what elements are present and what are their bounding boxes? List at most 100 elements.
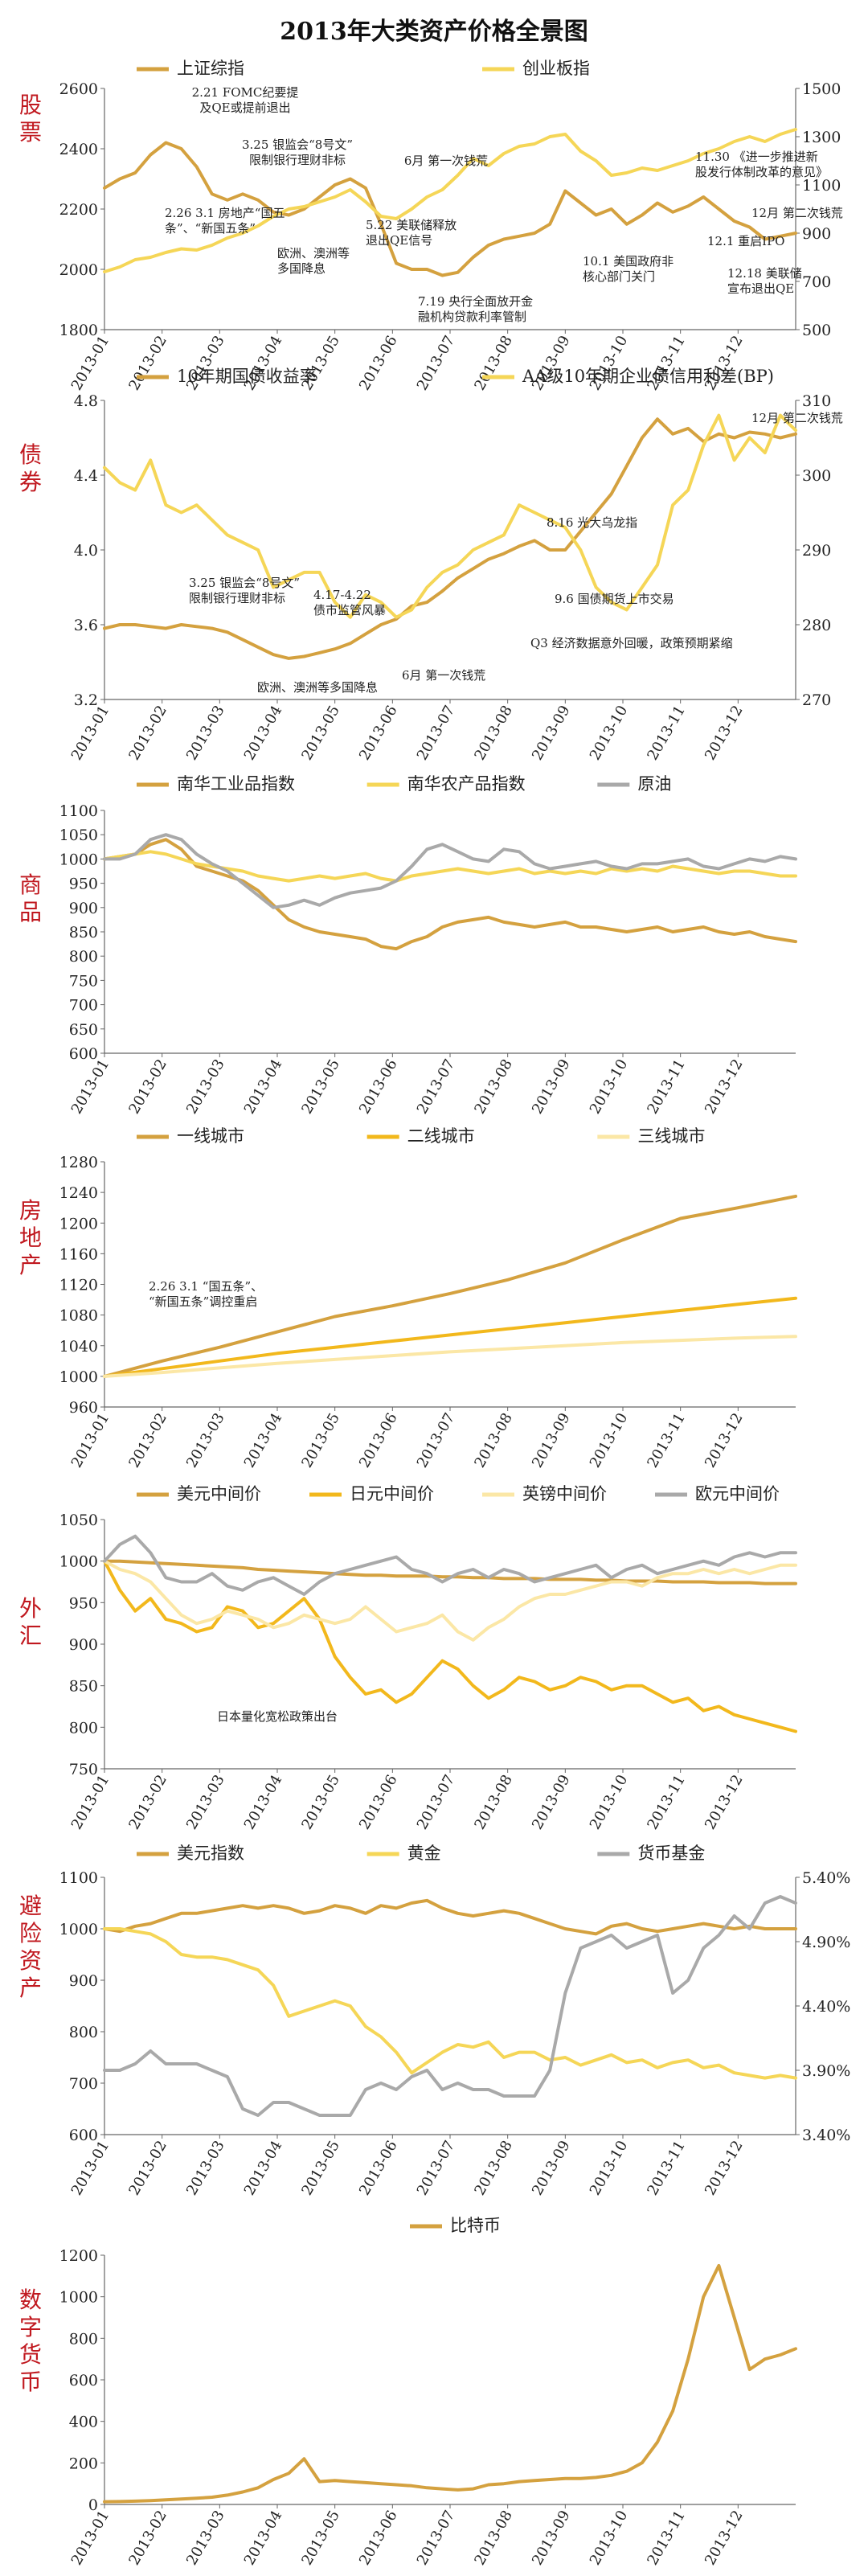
section-label-char: 资 xyxy=(19,1947,42,1974)
section-label-char: 券 xyxy=(19,469,42,495)
chart-3: 商品 南华工业品指数 南华农产品指数 原油 600 650 700 750 800 850 900 9… xyxy=(19,774,797,1117)
x-tick-label: 2013-10 xyxy=(587,2138,632,2198)
annotation-text: 日本量化宽松政策出台 xyxy=(217,1709,338,1724)
legend-label: 创业板指 xyxy=(522,59,590,78)
section-label-char: 商 xyxy=(19,872,42,898)
x-tick-label: 2013-08 xyxy=(471,1056,516,1117)
x-tick-label: 2013-04 xyxy=(241,1056,286,1117)
annotation-text: Q3 经济数据意外回暖，政策预期紧缩 xyxy=(530,636,733,650)
x-tick-label: 2013-11 xyxy=(644,1410,689,1471)
series-line xyxy=(103,1898,797,1936)
x-tick-label: 2013-02 xyxy=(125,1056,170,1117)
annotation-text: 11.30 《进一步推进新股发行体制改革的意见》 xyxy=(695,150,828,179)
y-tick-label: 0 xyxy=(88,2496,98,2514)
x-tick-label: 2013-03 xyxy=(183,1056,228,1117)
x-tick-label: 2013-03 xyxy=(183,703,228,763)
legend-label: 黄金 xyxy=(407,1844,441,1863)
y-tick-label: 800 xyxy=(69,2024,98,2041)
legend-label: 二线城市 xyxy=(407,1126,475,1146)
x-tick-label: 2013-09 xyxy=(529,2138,574,2198)
x-tick-label: 2013-05 xyxy=(298,1410,343,1471)
x-tick-label: 2013-12 xyxy=(702,703,747,763)
y2-tick-label: 310 xyxy=(802,392,831,410)
chart-5: 外汇 美元中间价 日元中间价 英镑中间价 欧元中间价 750 800 850 900 950 100… xyxy=(19,1484,797,1832)
legend-label: 三线城市 xyxy=(637,1126,705,1146)
x-tick-label: 2013-04 xyxy=(241,703,286,763)
y2-tick-label: 4.40% xyxy=(802,1998,850,2016)
legend-label: 货币基金 xyxy=(637,1844,705,1863)
x-tick-label: 2013-07 xyxy=(414,1410,459,1471)
x-tick-label: 2013-06 xyxy=(356,2508,401,2568)
x-tick-label: 2013-02 xyxy=(125,2508,170,2568)
x-tick-label: 2013-05 xyxy=(298,1056,343,1117)
x-tick-label: 2013-04 xyxy=(241,1772,286,1832)
series-line xyxy=(103,1534,797,1596)
y-tick-label: 1800 xyxy=(59,322,98,339)
y-tick-label: 1100 xyxy=(59,1869,98,1887)
x-tick-label: 2013-07 xyxy=(414,333,459,393)
x-tick-label: 2013-11 xyxy=(644,2508,689,2568)
y-tick-label: 3.6 xyxy=(74,617,98,634)
y2-tick-label: 1300 xyxy=(802,129,841,146)
annotation-text: 12月 第二次钱荒 xyxy=(751,411,843,425)
y-tick-label: 1100 xyxy=(59,802,98,820)
y2-tick-label: 300 xyxy=(802,467,831,485)
y2-tick-label: 500 xyxy=(802,322,831,339)
x-tick-label: 2013-11 xyxy=(644,2138,689,2198)
y-tick-label: 850 xyxy=(69,1678,98,1696)
x-tick-label: 2013-01 xyxy=(68,1056,113,1117)
x-tick-label: 2013-08 xyxy=(471,2508,516,2568)
y-tick-label: 1240 xyxy=(59,1184,98,1202)
x-tick-label: 2013-02 xyxy=(125,1772,170,1832)
x-tick-label: 2013-07 xyxy=(414,1056,459,1117)
y-tick-label: 4.0 xyxy=(74,542,98,560)
series-line xyxy=(103,1927,797,2080)
y2-tick-label: 700 xyxy=(802,273,831,291)
annotation-text: 12月 第二次钱荒 xyxy=(751,206,843,220)
series-line xyxy=(103,1895,797,2117)
x-tick-label: 2013-05 xyxy=(298,2138,343,2198)
x-tick-label: 2013-07 xyxy=(414,2138,459,2198)
x-tick-label: 2013-09 xyxy=(529,1056,574,1117)
y-tick-label: 950 xyxy=(69,1594,98,1612)
annotation-text: 5.22 美联储释放退出QE信号 xyxy=(366,218,457,248)
series-line xyxy=(103,1194,797,1378)
chart-4: 房地产 一线城市 二线城市 三线城市 960 1000 1040 1080 1120 1160 12… xyxy=(19,1126,797,1471)
y-tick-label: 750 xyxy=(69,972,98,990)
y-tick-label: 750 xyxy=(69,1761,98,1778)
y2-tick-label: 900 xyxy=(802,225,831,243)
series-line xyxy=(103,128,797,273)
y-tick-label: 600 xyxy=(69,2127,98,2144)
x-tick-label: 2013-10 xyxy=(587,1410,632,1471)
x-tick-label: 2013-10 xyxy=(587,1772,632,1832)
x-tick-label: 2013-08 xyxy=(471,1772,516,1832)
section-label-char: 货 xyxy=(19,2341,42,2368)
y-tick-label: 1040 xyxy=(59,1338,98,1356)
section-label-char: 外 xyxy=(19,1595,42,1622)
legend-label: 南华农产品指数 xyxy=(407,774,526,794)
series-line xyxy=(103,833,797,909)
annotation-text: 8.16 光大乌龙指 xyxy=(547,515,637,530)
y2-tick-label: 4.90% xyxy=(802,1934,850,1951)
x-tick-label: 2013-09 xyxy=(529,1410,574,1471)
y2-tick-label: 1500 xyxy=(802,80,841,98)
series-line xyxy=(103,413,797,619)
y-tick-label: 700 xyxy=(69,2075,98,2093)
x-tick-label: 2013-12 xyxy=(702,2138,747,2198)
x-tick-label: 2013-01 xyxy=(68,2138,113,2198)
y2-tick-label: 1100 xyxy=(802,177,841,195)
x-tick-label: 2013-02 xyxy=(125,2138,170,2198)
legend-label: 南华工业品指数 xyxy=(177,774,295,794)
x-tick-label: 2013-06 xyxy=(356,2138,401,2198)
x-tick-label: 2013-08 xyxy=(471,703,516,763)
legend-label: 英镑中间价 xyxy=(522,1484,607,1503)
x-tick-label: 2013-10 xyxy=(587,2508,632,2568)
y-tick-label: 1000 xyxy=(59,1921,98,1938)
y-tick-label: 1120 xyxy=(59,1277,98,1294)
x-tick-label: 2013-01 xyxy=(68,1772,113,1832)
x-tick-label: 2013-03 xyxy=(183,1772,228,1832)
y-tick-label: 1200 xyxy=(59,2247,98,2265)
y-tick-label: 200 xyxy=(69,2455,98,2472)
y-tick-label: 800 xyxy=(69,948,98,966)
